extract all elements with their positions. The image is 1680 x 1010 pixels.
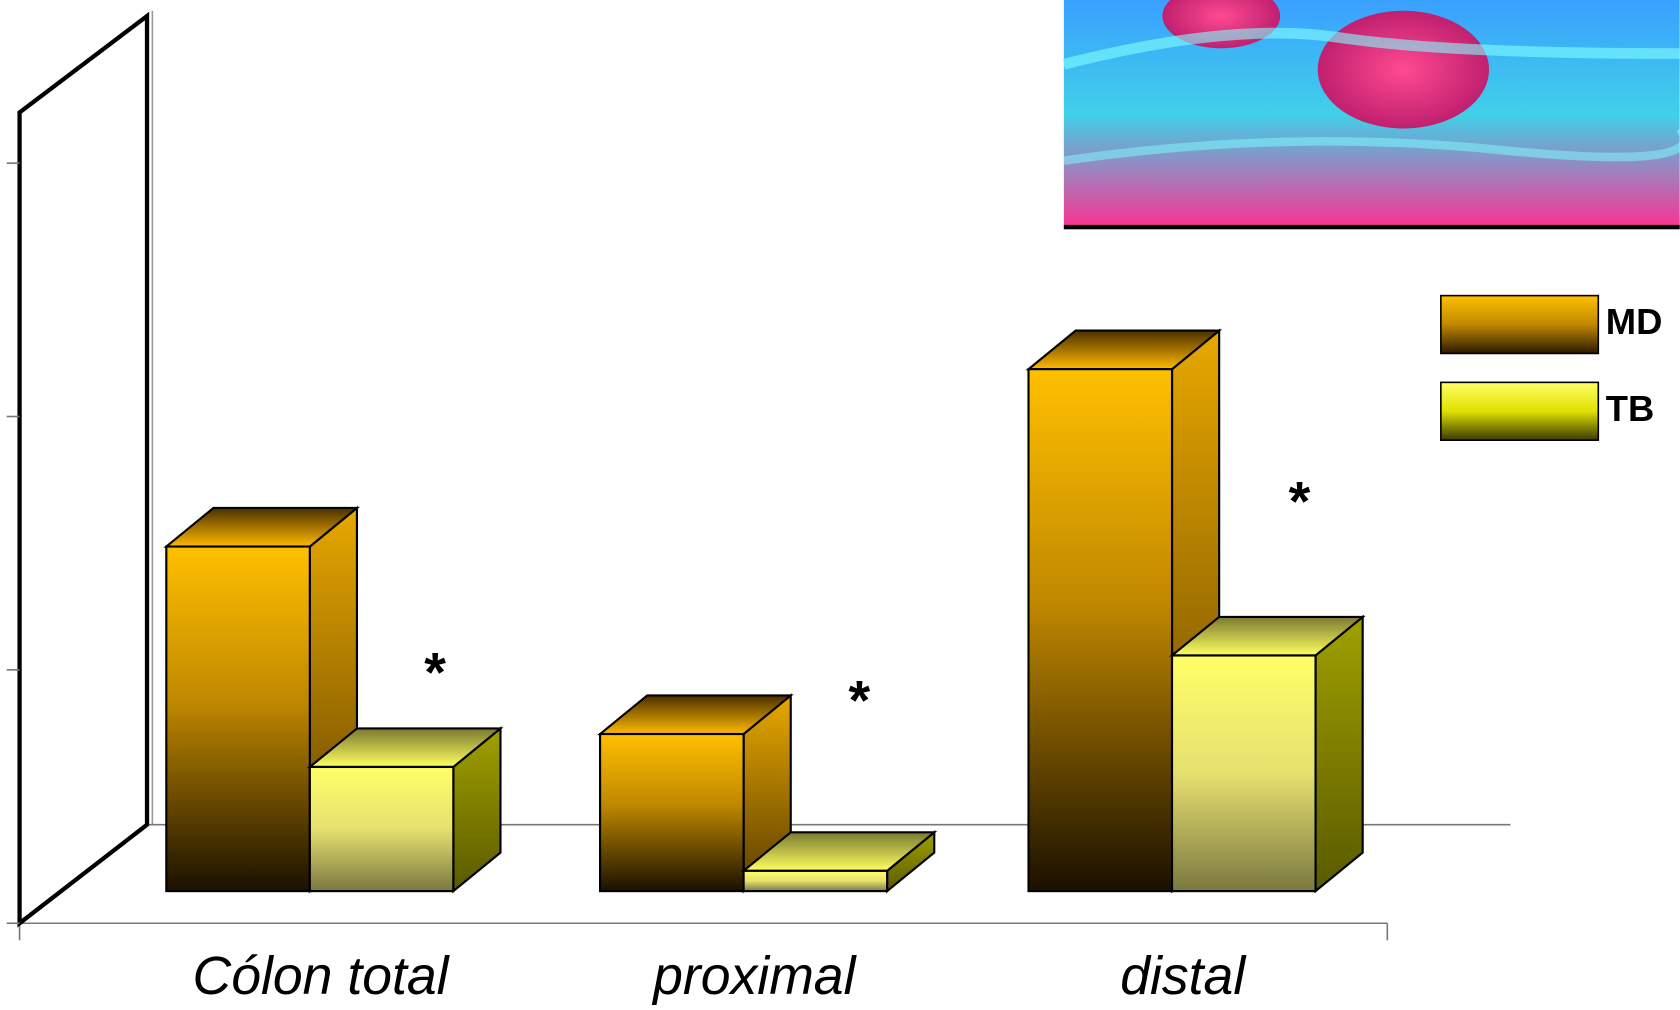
legend-label: MD xyxy=(1606,301,1663,342)
axes-frame xyxy=(17,10,1511,941)
legend-swatch xyxy=(1440,294,1600,355)
annotation: * xyxy=(1289,470,1311,532)
bar xyxy=(742,869,889,893)
photo-inset xyxy=(1062,0,1680,230)
annotation: * xyxy=(848,669,870,731)
x-tick-label: Cólon total xyxy=(193,947,451,1006)
bar xyxy=(308,765,455,893)
bar xyxy=(1027,368,1174,893)
legend-label: TB xyxy=(1606,388,1655,429)
bar xyxy=(1170,654,1317,893)
x-tick-label: distal xyxy=(1120,947,1247,1006)
legend-swatch xyxy=(1440,381,1600,442)
x-tick-label: proximal xyxy=(651,947,857,1006)
bar xyxy=(599,732,745,893)
bar xyxy=(165,545,311,893)
annotation: * xyxy=(424,642,446,704)
bar-side xyxy=(1314,614,1364,894)
